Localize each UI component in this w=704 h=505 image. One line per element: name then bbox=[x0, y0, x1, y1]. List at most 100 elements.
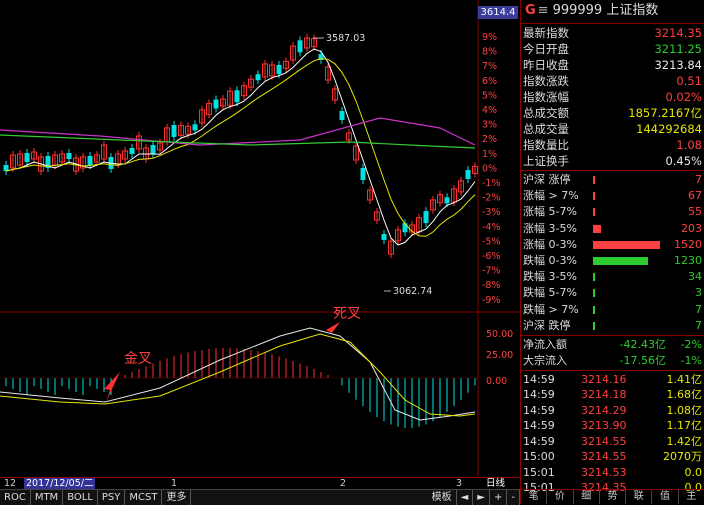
panel-tab[interactable]: 主 bbox=[679, 490, 704, 504]
tick-volume: 2070万 bbox=[663, 450, 702, 464]
panel-tab[interactable]: 细 bbox=[574, 490, 600, 504]
distribution-count: 34 bbox=[688, 270, 702, 284]
quote-row: 指数量比 1.08 bbox=[521, 137, 704, 153]
tick-volume: 1.42亿 bbox=[666, 434, 703, 448]
pct-axis-label: -6% bbox=[482, 251, 501, 262]
candle-body bbox=[430, 199, 436, 211]
distribution-row: 涨幅 0-3% 1520 bbox=[521, 237, 704, 253]
fund-flow-label: 大宗流入 bbox=[523, 353, 567, 367]
pct-axis-label: -4% bbox=[482, 222, 501, 233]
distribution-row: 沪深 涨停 7 bbox=[521, 172, 704, 188]
tab-boll[interactable]: BOLL bbox=[63, 490, 98, 505]
kline-chart[interactable]: 9% 8% 7% 6% 5% 4% 3% 2% 1% 0% -1% -2% -3% -4% -5% -6% -7… bbox=[0, 0, 520, 477]
panel-tab[interactable]: 值 bbox=[652, 490, 679, 504]
zoom-in-button[interactable]: + bbox=[490, 490, 508, 505]
candle-body bbox=[17, 153, 23, 166]
tick-row: 14:59 3214.18 1.68亿 bbox=[521, 387, 704, 403]
death-cross-arrow bbox=[326, 322, 340, 341]
quote-row: 昨日收盘 3213.84 bbox=[521, 57, 704, 73]
tick-volume: 1.17亿 bbox=[666, 419, 703, 433]
distribution-label: 跌幅 3-5% bbox=[523, 270, 577, 284]
candle-body bbox=[297, 40, 303, 53]
candle-body bbox=[59, 153, 65, 163]
tick-volume: 1.08亿 bbox=[666, 403, 703, 417]
quote-row: 指数涨幅 0.02% bbox=[521, 89, 704, 105]
tick-row: 15:00 3214.55 2070万 bbox=[521, 449, 704, 465]
distribution-count: 203 bbox=[681, 221, 702, 235]
pct-axis-label: 0% bbox=[482, 163, 497, 174]
quote-label: 最新指数 bbox=[523, 26, 569, 40]
tick-volume: 1.68亿 bbox=[666, 388, 703, 402]
candle-body bbox=[136, 135, 142, 150]
candle-body bbox=[38, 156, 44, 172]
candle-body bbox=[458, 180, 464, 193]
pct-axis-label: -8% bbox=[482, 280, 501, 291]
quote-label: 总成交量 bbox=[523, 122, 569, 136]
panel-tab[interactable]: 笔 bbox=[521, 490, 548, 504]
candle-body bbox=[346, 132, 352, 141]
next-icon[interactable]: ► bbox=[473, 490, 490, 505]
candle-body bbox=[472, 165, 478, 174]
quote-row: 总成交量 144292684 bbox=[521, 121, 704, 137]
candle-body bbox=[381, 234, 387, 240]
candle-body bbox=[234, 90, 240, 103]
pct-axis-label: 6% bbox=[482, 76, 497, 87]
template-button[interactable]: 模板 bbox=[428, 490, 457, 505]
pct-axis-label: -1% bbox=[482, 178, 501, 189]
tick-price: 3213.90 bbox=[581, 419, 627, 433]
stock-name: 上证指数 bbox=[606, 3, 659, 18]
pct-axis-label: -7% bbox=[482, 266, 501, 277]
tab-roc[interactable]: ROC bbox=[0, 490, 31, 505]
period-label[interactable]: 日线 bbox=[486, 478, 506, 489]
candle-body bbox=[283, 60, 289, 69]
candle-body bbox=[87, 156, 93, 165]
quote-value: 144292684 bbox=[636, 122, 702, 136]
bottom-toolbar: 12 2017/12/05/二 1 2 3 日线 ROC MTM BOLL PS… bbox=[0, 477, 520, 505]
quote-value: 3214.35 bbox=[654, 26, 702, 40]
tick-volume: 0.0 bbox=[684, 465, 703, 479]
candle-body bbox=[444, 197, 450, 204]
candle-body bbox=[423, 211, 429, 224]
panel-tab[interactable]: 势 bbox=[600, 490, 627, 504]
tab-psy[interactable]: PSY bbox=[98, 490, 126, 505]
tab-mcst[interactable]: MCST bbox=[125, 490, 163, 505]
prev-icon[interactable]: ◄ bbox=[457, 490, 474, 505]
candle-body bbox=[94, 154, 100, 163]
pct-axis-label: -5% bbox=[482, 236, 501, 247]
distribution-count: 67 bbox=[688, 189, 702, 203]
tick-price: 3214.18 bbox=[581, 388, 627, 402]
fund-flow-row: 大宗流入 -17.56亿 -1% bbox=[521, 353, 704, 369]
distribution-label: 涨幅 0-3% bbox=[523, 237, 577, 251]
quote-value: 0.51 bbox=[676, 74, 702, 88]
tick-time: 14:59 bbox=[523, 403, 555, 417]
tick-row: 14:59 3214.29 1.08亿 bbox=[521, 403, 704, 419]
distribution-bar bbox=[593, 273, 595, 282]
pct-axis-label: 9% bbox=[482, 32, 497, 43]
tab-mtm[interactable]: MTM bbox=[31, 490, 64, 505]
pct-axis-label: 8% bbox=[482, 47, 497, 58]
pct-axis-label: -9% bbox=[482, 295, 501, 306]
candle-body bbox=[213, 99, 219, 109]
quote-row: 总成交额 1857.2167亿 bbox=[521, 105, 704, 121]
pct-axis-label: 3% bbox=[482, 120, 497, 131]
distribution-row: 沪深 跌停 7 bbox=[521, 318, 704, 334]
distribution-row: 跌幅 > 7% 7 bbox=[521, 302, 704, 318]
distribution-label: 跌幅 5-7% bbox=[523, 286, 577, 300]
distribution-label: 跌幅 0-3% bbox=[523, 254, 577, 268]
menu-icon[interactable]: ≡ bbox=[537, 3, 549, 18]
distribution-count: 1520 bbox=[674, 237, 702, 251]
panel-tab[interactable]: 联 bbox=[626, 490, 653, 504]
tick-row: 14:59 3214.55 1.42亿 bbox=[521, 434, 704, 450]
tick-price: 3214.29 bbox=[581, 403, 627, 417]
macd-axis-label: 50.00 bbox=[486, 329, 513, 340]
candle-body bbox=[269, 64, 275, 77]
distribution-count: 1230 bbox=[674, 254, 702, 268]
tab-more[interactable]: 更多 bbox=[162, 490, 192, 505]
pct-axis-label: 5% bbox=[482, 90, 497, 101]
distribution-bar bbox=[593, 289, 595, 298]
zoom-out-button[interactable]: - bbox=[507, 490, 520, 505]
distribution-bar bbox=[593, 321, 595, 330]
quote-label: 指数涨幅 bbox=[523, 90, 569, 104]
candle-body bbox=[150, 145, 156, 154]
panel-tab[interactable]: 价 bbox=[547, 490, 574, 504]
